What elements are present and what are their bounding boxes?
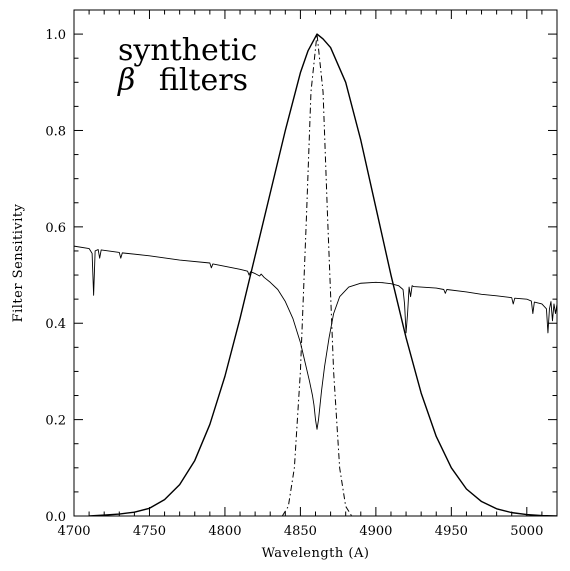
series-layer	[74, 33, 557, 516]
x-tick-label: 4800	[208, 524, 241, 539]
x-axis-title: Wavelength (A)	[262, 546, 370, 561]
x-tick-label: 4850	[284, 524, 317, 539]
plot-frame	[73, 9, 558, 517]
y-tick-label: 0.8	[45, 124, 66, 139]
y-tick-label: 0.6	[45, 221, 66, 236]
y-tick-label: 0.2	[45, 414, 66, 429]
x-tick-label: 4700	[57, 524, 90, 539]
tick-labels-layer: 4700 4750 4800 4850 4900 4950 5000 0.0 0.2 0.4 0.6…	[45, 28, 543, 539]
y-tick-label: 1.0	[45, 28, 66, 43]
x-tick-label: 4750	[133, 524, 166, 539]
ticks-layer	[73, 9, 558, 517]
annotation-line1: synthetic	[118, 33, 257, 68]
x-tick-label: 5000	[510, 524, 543, 539]
annotation-filters-text: filters	[159, 63, 248, 98]
y-tick-label: 0.0	[45, 510, 66, 525]
annotation-line2: β filters	[117, 63, 248, 98]
annotation-beta-symbol: β	[117, 63, 135, 98]
x-tick-label: 4900	[359, 524, 392, 539]
series-line-spectrum	[74, 245, 557, 430]
series-line-narrow-filter	[281, 33, 353, 516]
x-tick-label: 4950	[435, 524, 468, 539]
series-line-broad-filter	[89, 33, 557, 516]
y-tick-label: 0.4	[45, 317, 66, 332]
y-axis-title: Filter Sensitivity	[11, 203, 26, 322]
